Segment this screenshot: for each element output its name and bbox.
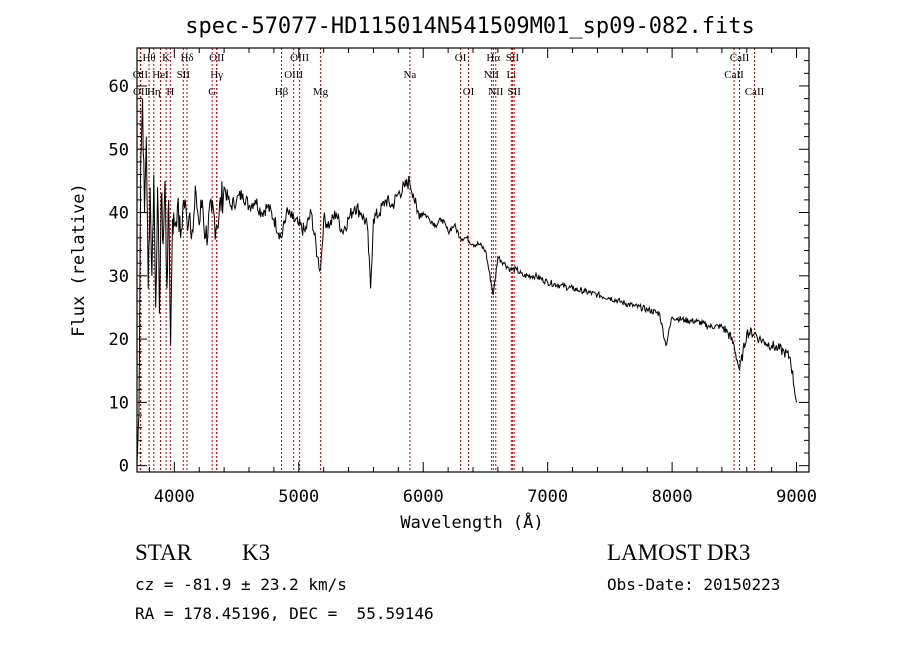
x-tick-label: 8000	[652, 487, 693, 507]
x-axis-label: Wavelength (Å)	[400, 511, 543, 533]
series-line-spectrum	[136, 98, 798, 466]
spectral-line-label: Li	[506, 69, 516, 81]
x-tick-label: 7000	[527, 487, 568, 507]
spectral-line-label: OII	[133, 69, 149, 81]
spectral-line-label: SII	[506, 52, 520, 64]
chart-title: spec-57077-HD115014N541509M01_sp09-082.f…	[185, 14, 755, 39]
spectral-line-label: Hδ	[180, 52, 193, 64]
spectral-line-label: OI	[455, 52, 467, 64]
x-tick-label: 9000	[776, 487, 817, 507]
spectral-line-label: SII	[507, 86, 521, 98]
spectral-line-label: OI	[463, 86, 475, 98]
spectrum-series	[136, 98, 798, 466]
spectral-line-label: Hη	[147, 86, 161, 98]
spectral-line-label: CaII	[724, 69, 744, 81]
spectral-line-label: SII	[177, 69, 191, 81]
redshift-velocity: cz = -81.9 ± 23.2 km/s	[135, 575, 347, 594]
spectral-line-label: K	[162, 52, 170, 64]
observation-date: Obs-Date: 20150223	[607, 575, 781, 594]
y-tick-label: 30	[109, 267, 129, 287]
x-tick-label: 6000	[403, 487, 444, 507]
object-subclass: K3	[242, 540, 271, 565]
y-tick-label: 20	[109, 330, 129, 350]
x-tick-label: 4000	[154, 487, 195, 507]
y-tick-label: 40	[109, 204, 129, 224]
spectral-line-label: G	[208, 86, 216, 98]
spectral-line-label: Hγ	[210, 69, 223, 81]
spectral-line-label: CaII	[745, 86, 765, 98]
y-tick-label: 0	[119, 457, 129, 477]
spectral-line-label: NII	[484, 69, 500, 81]
spectral-line-label: CaII	[730, 52, 750, 64]
y-tick-label: 50	[109, 140, 129, 160]
spectral-line-label: Na	[403, 69, 416, 81]
spectral-line-label: HeI	[152, 69, 169, 81]
coordinates: RA = 178.45196, DEC = 55.59146	[135, 604, 434, 623]
spectral-line-label: Hθ	[142, 52, 155, 64]
spectral-line-label: Hβ	[275, 86, 289, 98]
plot-frame	[136, 47, 810, 473]
spectral-line-label: H	[166, 86, 174, 98]
object-class: STAR	[135, 540, 192, 565]
spectral-line-label: Hα	[486, 52, 500, 64]
spectral-line-label: Mg	[313, 86, 329, 98]
spectral-line-label: NII	[488, 86, 504, 98]
spectral-line-label: OIII	[290, 52, 309, 64]
spectral-line-label: OIII	[284, 69, 303, 81]
y-axis-label: Flux (relative)	[69, 183, 89, 337]
survey-label: LAMOST DR3	[607, 540, 751, 565]
y-tick-label: 60	[109, 77, 129, 97]
y-tick-label: 10	[109, 393, 129, 413]
axis-ticks: 4000 5000 6000 7000 8000 9000 0 10 20 30 40 50 60	[109, 47, 817, 507]
x-tick-label: 5000	[278, 487, 319, 507]
